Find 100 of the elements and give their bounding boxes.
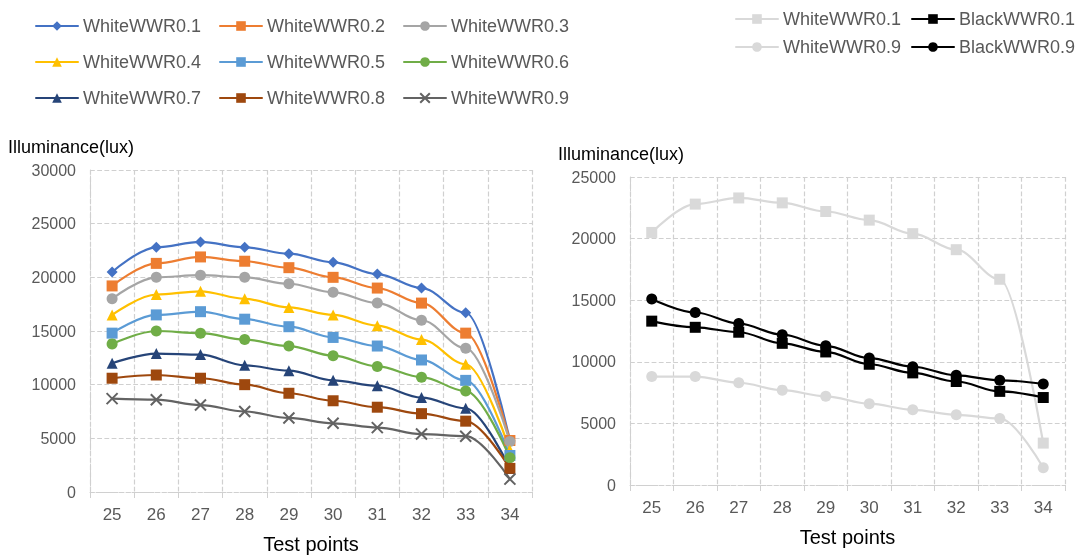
legend-label: WhiteWWR0.4 — [83, 52, 202, 72]
point — [646, 293, 658, 305]
x-tick-label: 25 — [642, 498, 662, 517]
point — [327, 256, 339, 268]
y-tick-label: 10000 — [31, 376, 77, 394]
point — [326, 416, 340, 430]
point — [327, 395, 339, 407]
x-tick-label: 30 — [323, 505, 343, 524]
point — [371, 268, 383, 280]
point — [994, 412, 1006, 424]
point — [1037, 378, 1049, 390]
point — [371, 380, 383, 392]
point — [195, 251, 206, 263]
point — [689, 307, 701, 319]
point — [416, 314, 427, 326]
legend-label: WhiteWWR0.1 — [83, 16, 202, 36]
point — [503, 472, 517, 486]
point — [282, 411, 296, 425]
point — [195, 269, 206, 281]
point — [106, 327, 118, 339]
y-tick-label: 20000 — [571, 230, 617, 248]
y-tick-label: 25000 — [571, 168, 617, 186]
y-tick-label: 5000 — [40, 429, 77, 447]
point — [950, 409, 962, 421]
point — [327, 374, 339, 386]
point — [416, 371, 427, 383]
point — [239, 359, 251, 371]
point — [994, 385, 1006, 397]
point — [327, 309, 339, 321]
point — [149, 393, 163, 407]
point — [415, 427, 428, 441]
point — [283, 262, 295, 274]
point — [150, 257, 162, 269]
legend-label: WhiteWWR0.8 — [267, 88, 386, 108]
point — [1037, 392, 1049, 404]
legend-label: WhiteWWR0.2 — [267, 16, 386, 36]
point — [907, 404, 919, 416]
x-tick-label: 31 — [367, 505, 387, 524]
x-tick-label: 30 — [859, 498, 879, 517]
point — [950, 244, 962, 256]
point — [283, 301, 295, 313]
point — [327, 286, 339, 298]
point — [1037, 437, 1049, 449]
legend-label: WhiteWWR0.6 — [451, 52, 570, 72]
legend-label: BlackWWR0.1 — [958, 9, 1075, 29]
point — [150, 348, 162, 360]
point — [994, 273, 1006, 285]
y-tick-label: 15000 — [31, 322, 77, 340]
point — [776, 384, 788, 396]
point — [689, 371, 701, 383]
point — [907, 228, 919, 240]
point — [105, 392, 119, 406]
point — [239, 334, 251, 346]
point — [150, 241, 162, 253]
legend-label: WhiteWWR0.5 — [267, 52, 386, 72]
x-tick-label: 34 — [500, 505, 520, 524]
point — [820, 206, 832, 217]
point — [460, 385, 472, 397]
y-tick-label: 0 — [607, 476, 617, 494]
point — [150, 271, 162, 283]
point — [283, 365, 295, 377]
y-axis-title: Illuminance(lux) — [8, 137, 135, 157]
x-tick-label: 34 — [1033, 498, 1053, 517]
point — [150, 309, 162, 321]
point — [371, 401, 383, 413]
point — [106, 280, 118, 292]
point — [460, 402, 472, 414]
x-axis-title: Test points — [799, 526, 896, 548]
x-tick-label: 33 — [456, 505, 476, 524]
point — [239, 313, 251, 325]
x-tick-label: 27 — [729, 498, 749, 517]
legend-label: WhiteWWR0.7 — [83, 88, 202, 108]
point — [689, 321, 701, 333]
point — [239, 241, 251, 253]
y-tick-label: 25000 — [31, 215, 77, 233]
point — [195, 306, 206, 318]
x-tick-label: 33 — [990, 498, 1010, 517]
point — [371, 340, 383, 352]
point — [150, 369, 162, 381]
point — [239, 271, 251, 283]
point — [416, 408, 427, 420]
point — [416, 334, 427, 346]
point — [195, 372, 206, 384]
y-tick-label: 15000 — [571, 291, 617, 309]
point — [733, 377, 745, 389]
point — [460, 374, 472, 386]
point — [863, 214, 875, 226]
y-tick-label: 10000 — [571, 353, 617, 371]
point — [194, 398, 207, 412]
y-tick-label: 20000 — [31, 268, 77, 286]
x-tick-label: 27 — [191, 505, 210, 524]
point — [238, 405, 252, 418]
point — [283, 278, 295, 290]
point — [459, 429, 473, 443]
point — [460, 327, 472, 339]
x-tick-label: 32 — [946, 498, 966, 517]
point — [283, 321, 295, 333]
point — [370, 421, 384, 435]
point — [327, 350, 339, 362]
x-tick-label: 31 — [903, 498, 923, 517]
